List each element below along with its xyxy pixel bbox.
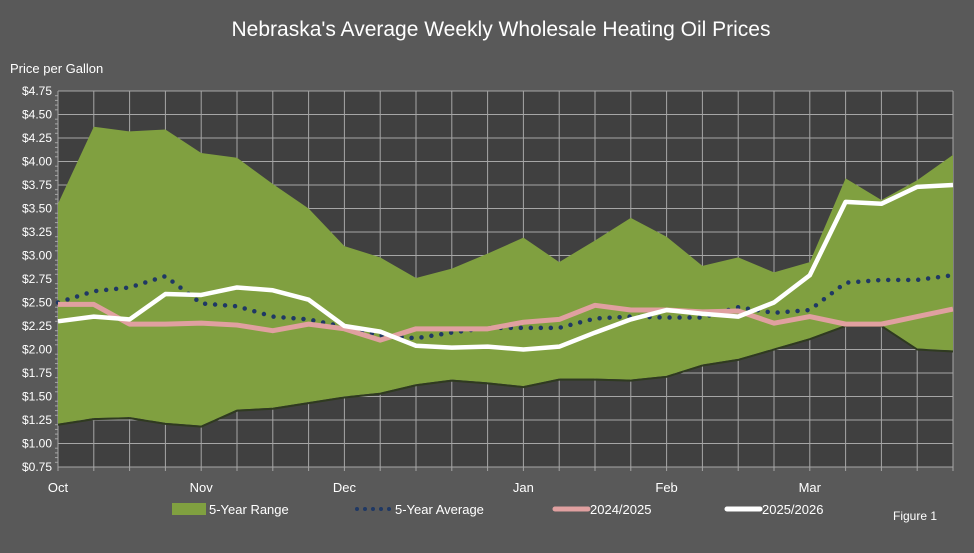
x-tick-label: Mar xyxy=(799,480,822,495)
y-tick-label: $4.50 xyxy=(22,108,52,122)
x-tick-label: Oct xyxy=(48,480,69,495)
legend-swatch-5-year-range xyxy=(172,503,206,515)
y-tick-label: $2.75 xyxy=(22,272,52,286)
legend-label-2024-2025: 2024/2025 xyxy=(590,502,651,517)
x-tick-label: Feb xyxy=(655,480,677,495)
legend: 5-Year Range 5-Year Average 2024/2025 20… xyxy=(172,502,823,517)
y-tick-label: $3.50 xyxy=(22,202,52,216)
range-area-group xyxy=(57,126,954,428)
x-tick-label: Nov xyxy=(190,480,214,495)
y-tick-label: $2.25 xyxy=(22,319,52,333)
x-tick-label: Dec xyxy=(333,480,357,495)
figure-label: Figure 1 xyxy=(893,509,937,523)
series-line-2024-2025 xyxy=(58,301,954,343)
series-line-5-year-average xyxy=(55,272,956,341)
legend-label-2025-2026: 2025/2026 xyxy=(762,502,823,517)
y-tick-labels: $0.75 $1.00 $1.25 $1.50 $1.75 $2.00 $2.25 $2.50… xyxy=(22,84,52,474)
series-lines-group xyxy=(55,182,956,352)
y-tick-label: $4.00 xyxy=(22,155,52,169)
legend-label-5-year-average: 5-Year Average xyxy=(395,502,484,517)
y-tick-label: $1.50 xyxy=(22,390,52,404)
y-tick-label: $1.00 xyxy=(22,437,52,451)
y-tick-label: $1.25 xyxy=(22,413,52,427)
range-area xyxy=(58,126,953,426)
y-tick-label: $2.00 xyxy=(22,343,52,357)
y-tick-label: $1.75 xyxy=(22,366,52,380)
y-axis-label: Price per Gallon xyxy=(10,61,103,76)
x-tick-labels: Oct Nov Dec Jan Feb Mar xyxy=(48,480,822,495)
y-tick-label: $4.75 xyxy=(22,84,52,98)
range-area-lower-edge xyxy=(57,325,954,428)
y-tick-label: $3.00 xyxy=(22,249,52,263)
y-tick-label: $3.25 xyxy=(22,225,52,239)
y-tick-label: $2.50 xyxy=(22,296,52,310)
y-tick-label: $3.75 xyxy=(22,178,52,192)
y-tick-label: $4.25 xyxy=(22,131,52,145)
chart-title: Nebraska's Average Weekly Wholesale Heat… xyxy=(232,18,771,41)
y-tick-label: $0.75 xyxy=(22,460,52,474)
legend-label-5-year-range: 5-Year Range xyxy=(209,502,289,517)
x-tick-label: Jan xyxy=(513,480,534,495)
series-line-2025-2026 xyxy=(57,182,954,352)
